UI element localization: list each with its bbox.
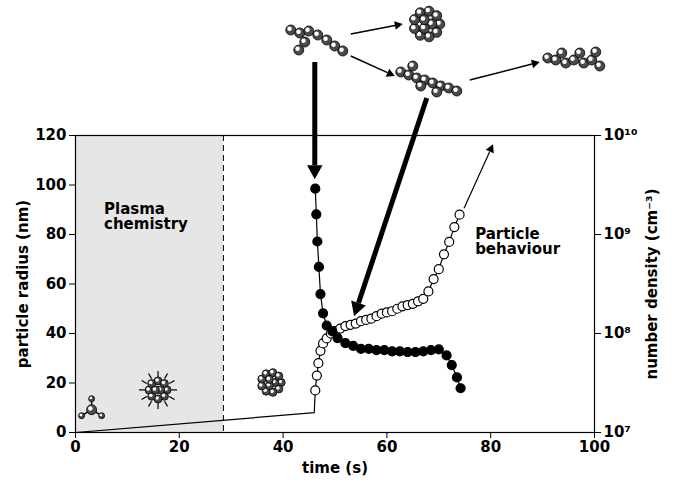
svg-text:time (s): time (s) — [302, 459, 368, 477]
svg-text:10⁷: 10⁷ — [604, 423, 631, 441]
svg-text:120: 120 — [35, 126, 66, 144]
svg-text:100: 100 — [35, 176, 66, 194]
svg-text:20: 20 — [46, 374, 67, 392]
svg-text:Particlebehaviour: Particlebehaviour — [475, 225, 561, 258]
svg-text:20: 20 — [169, 438, 190, 456]
svg-text:60: 60 — [376, 438, 397, 456]
svg-text:80: 80 — [46, 225, 67, 243]
svg-text:Plasmachemistry: Plasmachemistry — [104, 200, 188, 233]
svg-text:40: 40 — [46, 324, 67, 342]
svg-text:80: 80 — [480, 438, 501, 456]
svg-text:0: 0 — [56, 423, 66, 441]
svg-text:100: 100 — [578, 438, 611, 457]
svg-text:10⁹: 10⁹ — [604, 225, 631, 243]
svg-text:10¹⁰: 10¹⁰ — [604, 126, 638, 144]
svg-text:0: 0 — [70, 438, 80, 456]
svg-text:10⁸: 10⁸ — [604, 324, 631, 342]
svg-text:particle radius (nm): particle radius (nm) — [14, 200, 32, 368]
svg-text:40: 40 — [273, 438, 294, 456]
svg-text:number density (cm⁻³): number density (cm⁻³) — [643, 188, 661, 379]
svg-text:60: 60 — [46, 275, 67, 293]
